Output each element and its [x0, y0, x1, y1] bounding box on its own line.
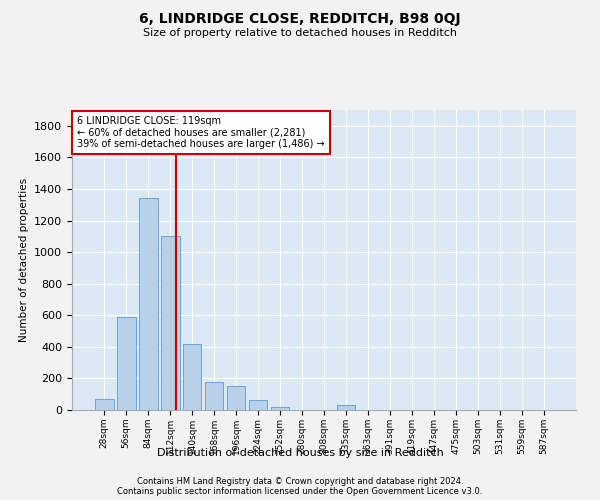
Bar [183, 344, 202, 410]
Bar [249, 400, 268, 410]
Y-axis label: Number of detached properties: Number of detached properties [19, 178, 29, 342]
Bar [139, 198, 158, 410]
Text: 6 LINDRIDGE CLOSE: 119sqm
← 60% of detached houses are smaller (2,281)
39% of se: 6 LINDRIDGE CLOSE: 119sqm ← 60% of detac… [77, 116, 325, 149]
Bar [337, 406, 355, 410]
Bar [227, 386, 245, 410]
Text: Distribution of detached houses by size in Redditch: Distribution of detached houses by size … [157, 448, 443, 458]
Text: Contains public sector information licensed under the Open Government Licence v3: Contains public sector information licen… [118, 486, 482, 496]
Bar [95, 399, 113, 410]
Text: Size of property relative to detached houses in Redditch: Size of property relative to detached ho… [143, 28, 457, 38]
Bar [161, 236, 179, 410]
Bar [205, 382, 223, 410]
Text: Contains HM Land Registry data © Crown copyright and database right 2024.: Contains HM Land Registry data © Crown c… [137, 476, 463, 486]
Text: 6, LINDRIDGE CLOSE, REDDITCH, B98 0QJ: 6, LINDRIDGE CLOSE, REDDITCH, B98 0QJ [139, 12, 461, 26]
Bar [271, 407, 289, 410]
Bar [117, 317, 136, 410]
